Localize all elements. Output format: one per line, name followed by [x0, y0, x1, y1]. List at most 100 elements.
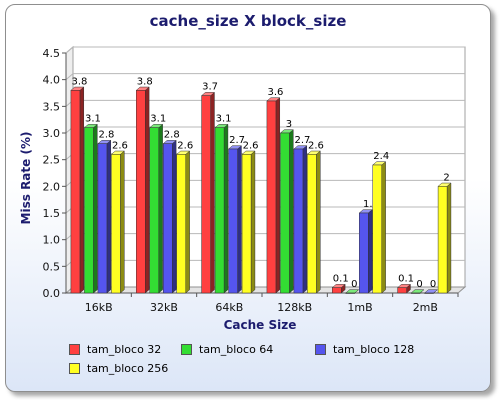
- x-tick-label: 128kB: [277, 301, 312, 314]
- data-label: 2.7: [229, 135, 245, 146]
- data-label: 2: [443, 172, 449, 183]
- bar: [162, 139, 177, 294]
- data-label: 0.1: [333, 274, 349, 285]
- data-label: 3.8: [137, 76, 153, 87]
- bar-front-face: [345, 292, 355, 294]
- bar: [241, 150, 256, 294]
- bar: [97, 139, 112, 294]
- bar: [331, 283, 346, 294]
- bar: [345, 289, 360, 294]
- x-tick-label: 64kB: [215, 301, 243, 314]
- data-label: 2.6: [243, 140, 259, 151]
- x-axis-title: Cache Size: [224, 318, 297, 332]
- y-tick-label: 3.0: [43, 127, 61, 140]
- bar-side-face: [237, 145, 242, 294]
- data-label: 0.1: [398, 274, 414, 285]
- bar-side-face: [158, 123, 163, 294]
- bar-side-face: [120, 150, 125, 294]
- bar: [214, 123, 229, 294]
- grid-layer: [64, 45, 467, 295]
- bar-front-face: [136, 90, 146, 294]
- bar-side-face: [93, 123, 98, 294]
- data-label: 2.6: [112, 140, 128, 151]
- legend-swatch: [69, 344, 80, 355]
- x-tick-label: 16kB: [85, 301, 113, 314]
- bar: [293, 145, 308, 294]
- bar-front-face: [437, 186, 448, 294]
- y-tick-label: 1.5: [43, 207, 61, 220]
- bar-side-face: [210, 91, 215, 294]
- gridline-depth: [65, 73, 74, 81]
- y-tick-label: 0.0: [43, 287, 61, 300]
- data-label: 2.7: [294, 135, 310, 146]
- bar-side-face: [145, 86, 150, 294]
- data-label: 3.7: [202, 82, 218, 93]
- chart-title: cache_size X block_size: [149, 12, 347, 30]
- y-tick-label: 2.5: [43, 154, 61, 167]
- y-tick-label: 0.5: [43, 260, 61, 273]
- bar-front-face: [176, 154, 186, 294]
- bar: [200, 91, 216, 294]
- bar-side-face: [79, 86, 85, 294]
- legend-item: tam_bloco 128: [315, 343, 414, 356]
- bar: [227, 145, 243, 294]
- bar: [306, 150, 321, 294]
- bar: [266, 97, 281, 294]
- bar-front-face: [424, 292, 434, 294]
- x-tick-label: 2mB: [413, 301, 438, 314]
- data-label: 3.1: [85, 114, 101, 125]
- bar: [410, 289, 425, 294]
- data-label: 2.6: [308, 140, 324, 151]
- data-label: 3.1: [216, 114, 232, 125]
- bar-front-face: [163, 143, 173, 294]
- y-tick-label: 1.0: [43, 234, 61, 247]
- legend-item: tam_bloco 256: [69, 362, 168, 375]
- bar-front-face: [280, 132, 290, 294]
- data-label: 2.8: [98, 130, 114, 141]
- bar: [149, 123, 164, 294]
- bar: [423, 289, 439, 294]
- legend-item: tam_bloco 64: [181, 343, 273, 356]
- bar-side-face: [275, 97, 281, 294]
- bar-side-face: [446, 182, 452, 294]
- bar: [372, 161, 387, 294]
- bar-side-face: [172, 139, 177, 294]
- bar-side-face: [289, 129, 294, 294]
- x-tick-label: 32kB: [150, 301, 178, 314]
- bar-front-face: [97, 143, 108, 294]
- data-label: 2.6: [177, 140, 193, 151]
- data-label: 3.6: [267, 87, 283, 98]
- data-label: 3.1: [150, 114, 166, 125]
- bar-side-face: [368, 209, 373, 294]
- data-label: 2.4: [373, 151, 389, 162]
- legend: tam_bloco 32 tam_bloco 64 tam_bloco 128 tam…: [69, 343, 469, 387]
- bar-front-face: [84, 127, 94, 294]
- data-label: 0: [416, 279, 422, 290]
- y-tick-label: 4.0: [43, 74, 61, 87]
- bar: [83, 123, 98, 294]
- bar-front-face: [293, 148, 304, 294]
- bar-side-face: [250, 150, 256, 294]
- y-tick-label: 3.5: [43, 100, 61, 113]
- bar-front-face: [70, 90, 81, 294]
- legend-item: tam_bloco 32: [69, 343, 161, 356]
- bar-front-face: [359, 212, 369, 294]
- bar-front-face: [241, 154, 252, 294]
- bar: [110, 150, 125, 294]
- bar-front-face: [201, 95, 211, 294]
- legend-swatch: [181, 344, 192, 355]
- bar-front-face: [307, 154, 317, 294]
- data-label: 2.8: [164, 130, 180, 141]
- chart-frame: cache_size X block_size 0.0 0.5 1.0 1.5 2.0 2…: [5, 4, 491, 392]
- bar-side-face: [381, 161, 386, 294]
- bar-front-face: [266, 100, 277, 294]
- bar-side-face: [316, 150, 321, 294]
- bar-front-face: [214, 127, 225, 294]
- x-tick-label: 1mB: [347, 301, 372, 314]
- bar-front-face: [410, 292, 421, 294]
- bar: [396, 283, 412, 294]
- bar-front-face: [332, 287, 342, 294]
- bar-front-face: [397, 287, 407, 294]
